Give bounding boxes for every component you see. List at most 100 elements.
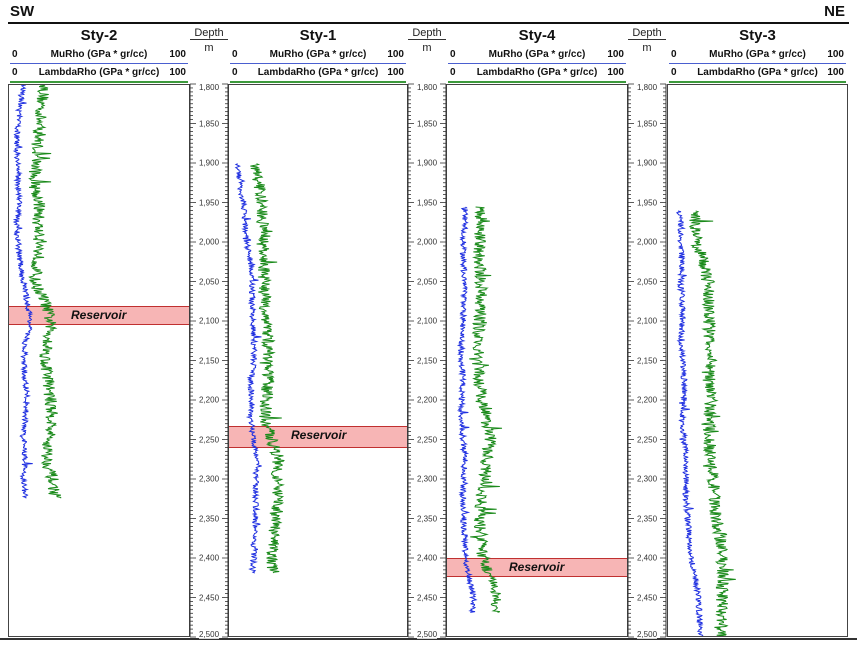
scale-max: 100 <box>387 49 404 60</box>
well-title: Sty-4 <box>518 27 556 44</box>
well-sty-3: Sty-3 0 MuRho (GPa * gr/cc) 100 0 LambdaRho (… <box>667 24 848 638</box>
depth-tick-label: 1,950 <box>417 198 438 207</box>
depth-scale: 1,800 1,850 1,900 1,950 2,000 2,050 2,100 2,150… <box>408 83 446 639</box>
well-sty-4: Sty-4 0 MuRho (GPa * gr/cc) 100 0 LambdaRho (… <box>446 24 628 638</box>
depth-tick-label: 1,850 <box>199 119 220 128</box>
depth-tick-label: 2,100 <box>417 316 438 326</box>
depth-scale: 1,800 1,850 1,900 1,950 2,000 2,050 2,100 2,150… <box>628 83 666 639</box>
curve-name: MuRho (GPa * gr/cc) <box>50 49 148 60</box>
depth-tick-label: 1,800 <box>637 83 658 93</box>
depth-tick-label: 2,500 <box>637 629 658 639</box>
depth-header: Depth <box>190 27 228 40</box>
curve-name: LambdaRho (GPa * gr/cc) <box>38 67 160 78</box>
scale-max: 100 <box>607 49 624 60</box>
depth-ticks <box>190 84 228 637</box>
lambda-curve-header: 0 LambdaRho (GPa * gr/cc) 100 <box>669 65 846 83</box>
mu-curve-header: 0 MuRho (GPa * gr/cc) 100 <box>448 47 626 64</box>
scale-min: 0 <box>671 67 677 78</box>
depth-tick-label: 1,800 <box>199 83 220 93</box>
reservoir-label: Reservoir <box>291 427 347 442</box>
top-divider <box>8 22 849 24</box>
log-plot <box>229 85 407 636</box>
depth-ticks <box>408 84 446 637</box>
depth-tick-label: 2,350 <box>199 514 220 523</box>
scale-max: 100 <box>169 49 186 60</box>
depth-tick-label: 1,850 <box>637 119 658 128</box>
direction-sw: SW <box>10 3 35 20</box>
depth-tick-label: 2,300 <box>199 474 220 484</box>
depth-tick-label: 1,950 <box>637 198 658 207</box>
lambdarho-curve <box>29 85 61 498</box>
scale-min: 0 <box>232 49 238 60</box>
depth-tick-label: 2,250 <box>199 435 220 444</box>
log-track: Reservoir <box>446 84 628 637</box>
scale-min: 0 <box>232 67 238 78</box>
depth-tick-label: 2,400 <box>417 553 438 563</box>
depth-tick-label: 2,500 <box>417 629 438 639</box>
depth-tick-label: 2,350 <box>637 514 658 523</box>
lambda-curve-header: 0 LambdaRho (GPa * gr/cc) 100 <box>448 65 626 83</box>
curve-name: LambdaRho (GPa * gr/cc) <box>697 67 818 78</box>
depth-header: Depth <box>408 27 446 40</box>
depth-tick-label: 2,050 <box>199 277 220 286</box>
depth-tick-label: 1,950 <box>199 198 220 207</box>
well-sty-2: Sty-2 0 MuRho (GPa * gr/cc) 100 0 LambdaRho (… <box>8 24 190 638</box>
depth-tick-label: 2,000 <box>199 237 220 247</box>
log-track: Reservoir <box>8 84 190 637</box>
bottom-divider <box>0 638 857 640</box>
depth-tick-label: 2,050 <box>637 277 658 286</box>
depth-tick-label: 2,450 <box>417 593 438 602</box>
depth-tick-label: 2,100 <box>637 316 658 326</box>
depth-track: Depth m 1,800 1,850 1,900 1,950 2,000 2,050 2,10… <box>628 24 666 639</box>
depth-tick-label: 2,450 <box>199 593 220 602</box>
murho-curve <box>14 85 33 498</box>
scale-max: 100 <box>169 67 186 78</box>
depth-track: Depth m 1,800 1,850 1,900 1,950 2,000 2,050 2,10… <box>408 24 446 639</box>
curve-name: LambdaRho (GPa * gr/cc) <box>257 67 379 78</box>
depth-tick-label: 2,000 <box>417 237 438 247</box>
well-title: Sty-3 <box>739 27 776 44</box>
mu-curve-header: 0 MuRho (GPa * gr/cc) 100 <box>230 47 406 64</box>
depth-tick-label: 2,300 <box>417 474 438 484</box>
log-track: Reservoir <box>228 84 408 637</box>
scale-min: 0 <box>12 67 18 78</box>
lambdarho-curve <box>250 164 284 573</box>
well-title: Sty-2 <box>80 27 118 44</box>
depth-tick-label: 2,100 <box>199 316 220 326</box>
depth-tick-label: 2,150 <box>199 356 220 365</box>
depth-tick-label: 2,200 <box>417 395 438 405</box>
depth-tick-label: 2,400 <box>199 553 220 563</box>
depth-tick-label: 2,150 <box>417 356 438 365</box>
curve-name: MuRho (GPa * gr/cc) <box>488 49 586 60</box>
reservoir-zone: Reservoir <box>447 558 627 578</box>
curve-name: LambdaRho (GPa * gr/cc) <box>476 67 598 78</box>
murho-curve <box>236 164 262 573</box>
well-sty-1: Sty-1 0 MuRho (GPa * gr/cc) 100 0 LambdaRho (… <box>228 24 408 638</box>
depth-tick-label: 2,400 <box>637 553 658 563</box>
depth-tick-label: 2,250 <box>417 435 438 444</box>
reservoir-label: Reservoir <box>71 308 127 323</box>
direction-ne: NE <box>824 3 845 20</box>
depth-tick-label: 2,200 <box>637 395 658 405</box>
depth-tick-label: 2,350 <box>417 514 438 523</box>
scale-min: 0 <box>12 49 18 60</box>
scale-max: 100 <box>607 67 624 78</box>
scale-min: 0 <box>450 67 456 78</box>
depth-tick-label: 1,900 <box>637 158 658 168</box>
scale-max: 100 <box>827 67 844 78</box>
murho-curve <box>459 207 477 612</box>
reservoir-zone: Reservoir <box>9 306 189 325</box>
lambda-curve-header: 0 LambdaRho (GPa * gr/cc) 100 <box>10 65 188 83</box>
depth-header: Depth <box>628 27 666 40</box>
depth-ticks <box>628 84 666 637</box>
scale-min: 0 <box>450 49 456 60</box>
mu-curve-header: 0 MuRho (GPa * gr/cc) 100 <box>669 47 846 64</box>
depth-tick-label: 1,850 <box>417 119 438 128</box>
mu-curve-header: 0 MuRho (GPa * gr/cc) 100 <box>10 47 188 64</box>
curve-name: MuRho (GPa * gr/cc) <box>269 49 367 60</box>
depth-tick-label: 2,050 <box>417 277 438 286</box>
murho-curve <box>677 211 703 636</box>
curve-name: MuRho (GPa * gr/cc) <box>709 49 806 60</box>
depth-unit: m <box>204 42 214 54</box>
scale-max: 100 <box>387 67 404 78</box>
